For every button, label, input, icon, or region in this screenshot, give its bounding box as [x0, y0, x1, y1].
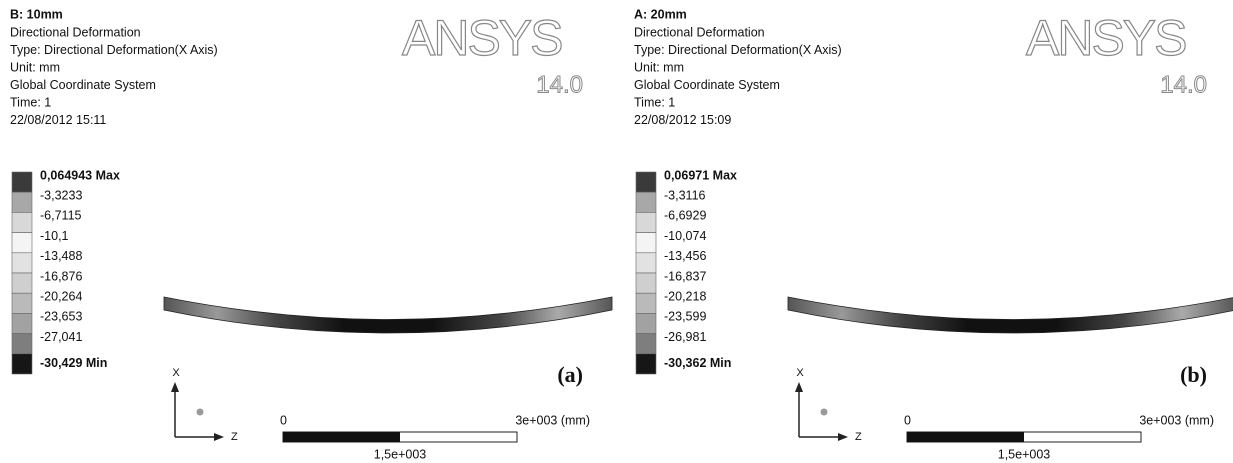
scale-mid: 1,5e+003 — [998, 447, 1051, 461]
legend-band — [636, 233, 656, 253]
legend-label: -13,488 — [40, 249, 82, 263]
legend-band — [12, 354, 32, 374]
legend-band — [636, 293, 656, 313]
panel: B: 10mm Directional Deformation Type: Dire… — [10, 7, 612, 461]
result-info: Time: 1 — [10, 95, 51, 109]
scale-start: 0 — [280, 413, 287, 427]
beam — [164, 297, 612, 333]
legend-band — [12, 334, 32, 354]
legend-band — [636, 334, 656, 354]
scale-end: 3e+003 (mm) — [515, 413, 590, 427]
legend-label: -10,074 — [664, 229, 706, 243]
result-info: Unit: mm — [10, 60, 60, 74]
legend-label: -30,429 Min — [40, 356, 107, 370]
legend-band — [12, 212, 32, 232]
logo-name: ANSYS — [402, 10, 562, 66]
legend-label: -26,981 — [664, 330, 706, 344]
scale-end: 3e+003 (mm) — [1139, 413, 1214, 427]
scale-bar-fill — [907, 432, 1024, 442]
legend-label: -16,837 — [664, 269, 706, 283]
caption: (b) — [1180, 362, 1207, 387]
caption: (a) — [557, 362, 583, 387]
screenshot: B: 10mm Directional Deformation Type: Dire… — [0, 0, 1233, 463]
legend-label: -3,3116 — [664, 188, 706, 202]
legend-band — [12, 172, 32, 192]
legend-label: -20,264 — [40, 289, 82, 303]
legend-label: -6,7115 — [40, 209, 82, 223]
legend-label: -16,876 — [40, 269, 82, 283]
legend-band — [636, 273, 656, 293]
axis-z-label: Z — [855, 431, 862, 443]
legend-band — [636, 212, 656, 232]
logo-name: ANSYS — [1026, 10, 1186, 66]
legend-label: 0,06971 Max — [664, 168, 737, 182]
legend-label: -13,456 — [664, 249, 706, 263]
scale-bar-fill — [283, 432, 400, 442]
legend-band — [636, 172, 656, 192]
result-info: Unit: mm — [634, 60, 684, 74]
axis-x-head — [795, 382, 803, 392]
legend-band — [12, 293, 32, 313]
legend-label: -30,362 Min — [664, 356, 731, 370]
result-info: Directional Deformation — [10, 25, 141, 39]
legend-band — [636, 192, 656, 212]
legend-band — [636, 253, 656, 273]
axis-z-head — [838, 433, 848, 441]
result-info: 22/08/2012 15:09 — [634, 113, 731, 127]
axis-x-head — [171, 382, 179, 392]
result-title: A: 20mm — [634, 7, 687, 21]
legend-label: -6,6929 — [664, 209, 706, 223]
legend-band — [12, 192, 32, 212]
panel: A: 20mm Directional Deformation Type: Dire… — [634, 7, 1233, 461]
legend-label: -3,3233 — [40, 188, 82, 202]
legend-label: -23,599 — [664, 310, 706, 324]
beam — [788, 297, 1233, 333]
legend-band — [636, 313, 656, 333]
legend-band — [12, 313, 32, 333]
result-info: Type: Directional Deformation(X Axis) — [634, 43, 842, 57]
axis-z-head — [214, 433, 224, 441]
scale-mid: 1,5e+003 — [374, 447, 427, 461]
result-info: 22/08/2012 15:11 — [10, 113, 106, 127]
legend-label: -27,041 — [40, 330, 82, 344]
legend-band — [12, 273, 32, 293]
result-title: B: 10mm — [10, 7, 63, 21]
result-info: Time: 1 — [634, 95, 675, 109]
legend-band — [12, 253, 32, 273]
scale-start: 0 — [904, 413, 911, 427]
legend-band — [12, 233, 32, 253]
logo-version: 14.0 — [536, 71, 583, 98]
legend-band — [636, 354, 656, 374]
result-info: Global Coordinate System — [634, 78, 780, 92]
legend-label: -20,218 — [664, 289, 706, 303]
result-info: Global Coordinate System — [10, 78, 156, 92]
result-info: Directional Deformation — [634, 25, 765, 39]
axis-origin — [821, 409, 828, 416]
result-info: Type: Directional Deformation(X Axis) — [10, 43, 218, 57]
axis-x-label: X — [796, 367, 804, 379]
legend-label: 0,064943 Max — [40, 168, 120, 182]
legend-label: -23,653 — [40, 310, 82, 324]
axis-origin — [197, 409, 204, 416]
axis-x-label: X — [172, 367, 180, 379]
axis-z-label: Z — [231, 431, 238, 443]
legend-label: -10,1 — [40, 229, 69, 243]
logo-version: 14.0 — [1160, 71, 1207, 98]
